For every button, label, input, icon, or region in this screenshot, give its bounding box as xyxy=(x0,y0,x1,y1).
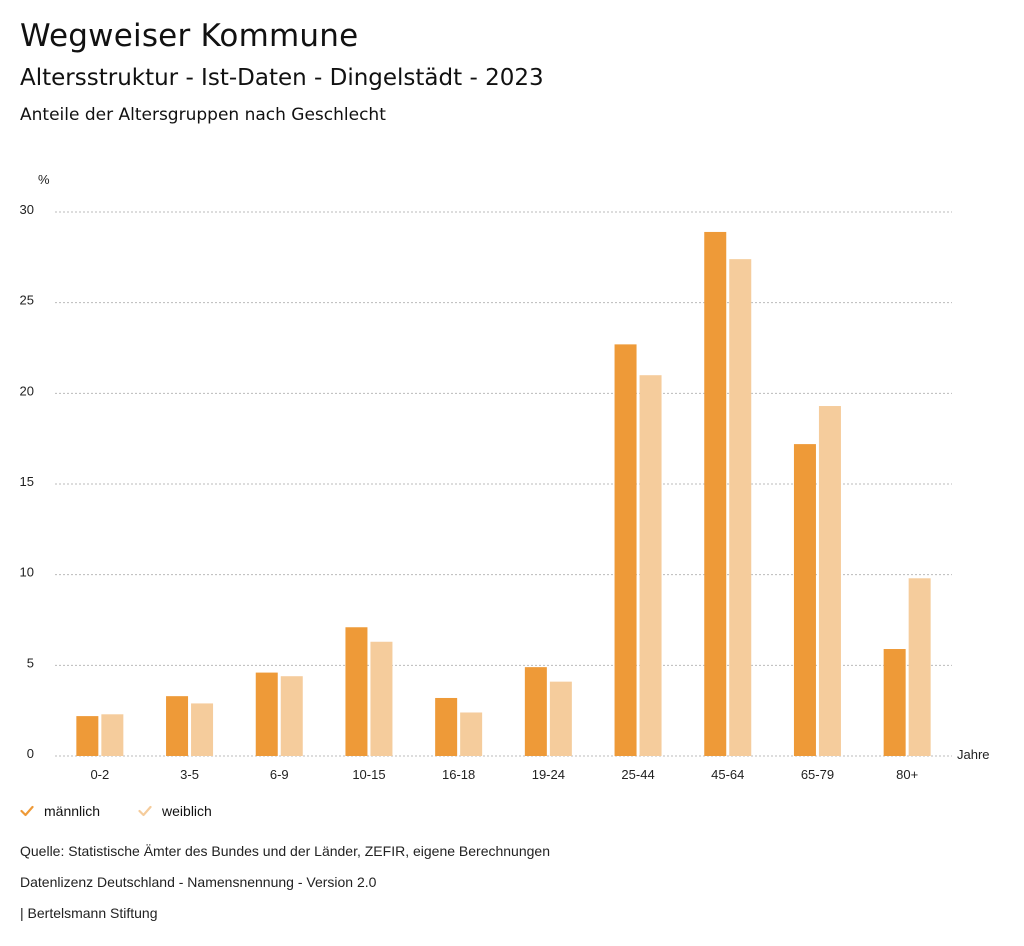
grid-lines xyxy=(55,211,952,757)
bar-male[interactable] xyxy=(166,696,189,756)
legend-item-female[interactable]: weiblich xyxy=(138,803,212,819)
x-tick-label: 10-15 xyxy=(352,767,385,782)
x-axis-ticks: 0-2 3-5 6-9 10-15 16-18 19-24 25-44 45-64 65-79 8… xyxy=(90,767,918,782)
bar-female[interactable] xyxy=(460,712,483,756)
bars xyxy=(76,231,931,757)
license-note: Datenlizenz Deutschland - Namensnennung … xyxy=(20,874,377,890)
bar-female[interactable] xyxy=(729,259,752,756)
y-tick-label: 10 xyxy=(20,565,34,580)
x-tick-label: 45-64 xyxy=(711,767,744,782)
bar-female[interactable] xyxy=(549,681,572,756)
bar-male[interactable] xyxy=(883,649,906,756)
bar-male[interactable] xyxy=(524,667,547,756)
bar-female[interactable] xyxy=(280,676,303,756)
credit-note: | Bertelsmann Stiftung xyxy=(20,905,158,921)
bar-female[interactable] xyxy=(370,641,393,756)
check-icon xyxy=(20,805,34,817)
x-tick-label: 6-9 xyxy=(270,767,289,782)
x-axis-label: Jahre xyxy=(957,747,990,762)
bar-male[interactable] xyxy=(76,716,99,756)
x-tick-label: 65-79 xyxy=(801,767,834,782)
y-tick-label: 0 xyxy=(27,746,34,761)
bar-male[interactable] xyxy=(614,344,637,756)
y-tick-label: 30 xyxy=(20,202,34,217)
bar-male[interactable] xyxy=(255,672,278,756)
bar-male[interactable] xyxy=(345,627,368,756)
x-tick-label: 25-44 xyxy=(621,767,654,782)
bar-female[interactable] xyxy=(818,406,841,756)
bar-female[interactable] xyxy=(101,714,124,756)
check-icon xyxy=(138,805,152,817)
x-tick-label: 0-2 xyxy=(90,767,109,782)
bar-chart: 0 5 10 15 20 25 30 0-2 3-5 6-9 10-15 16-18 19-24 25-… xyxy=(20,172,990,782)
legend: männlich weiblich xyxy=(20,803,212,819)
y-axis-ticks: 0 5 10 15 20 25 30 xyxy=(20,202,34,761)
bar-female[interactable] xyxy=(191,703,214,756)
y-tick-label: 5 xyxy=(27,655,34,670)
x-tick-label: 3-5 xyxy=(180,767,199,782)
chart-caption: Anteile der Altersgruppen nach Geschlech… xyxy=(20,105,386,125)
x-tick-label: 80+ xyxy=(896,767,918,782)
page-title: Wegweiser Kommune xyxy=(20,18,359,54)
legend-item-male[interactable]: männlich xyxy=(20,803,100,819)
bar-female[interactable] xyxy=(908,578,931,756)
x-tick-label: 16-18 xyxy=(442,767,475,782)
x-tick-label: 19-24 xyxy=(532,767,565,782)
y-tick-label: 25 xyxy=(20,293,34,308)
bar-male[interactable] xyxy=(793,444,816,756)
legend-label-male: männlich xyxy=(44,803,101,819)
source-note: Quelle: Statistische Ämter des Bundes un… xyxy=(20,843,550,859)
bar-male[interactable] xyxy=(435,697,458,756)
chart-subtitle: Altersstruktur - Ist-Daten - Dingelstädt… xyxy=(20,65,544,91)
legend-label-female: weiblich xyxy=(162,803,212,819)
bar-female[interactable] xyxy=(639,375,662,756)
y-tick-label: 20 xyxy=(20,383,34,398)
y-tick-label: 15 xyxy=(20,474,34,489)
bar-male[interactable] xyxy=(704,231,727,757)
y-axis-label: % xyxy=(38,172,50,187)
